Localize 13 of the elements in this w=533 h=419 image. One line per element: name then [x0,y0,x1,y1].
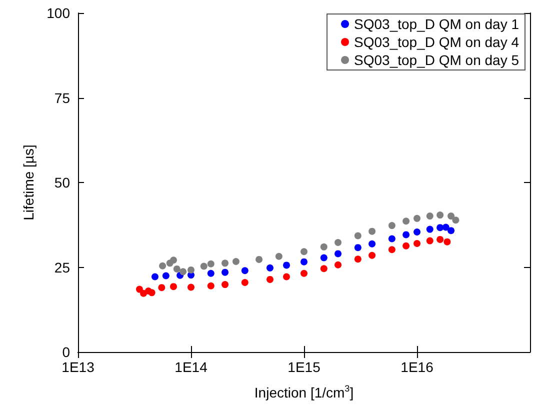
y-tick-label: 0 [62,344,70,360]
y-tick-label: 75 [54,90,70,106]
x-tick-label: 1E14 [174,359,208,375]
x-tick-label: 1E13 [62,359,95,375]
legend-label: SQ03_top_D QM on day 1 [354,16,520,32]
y-tick-label: 100 [46,5,70,21]
x-tick-label: 1E15 [288,359,321,375]
legend-label: SQ03_top_D QM on day 4 [354,34,520,50]
y-tick-label: 50 [54,174,70,190]
x-tick-label: 1E16 [400,359,434,375]
legend-label: SQ03_top_D QM on day 5 [354,52,520,68]
y-axis-title: Lifetime [µs] [20,144,37,220]
y-tick-label: 25 [54,259,70,276]
